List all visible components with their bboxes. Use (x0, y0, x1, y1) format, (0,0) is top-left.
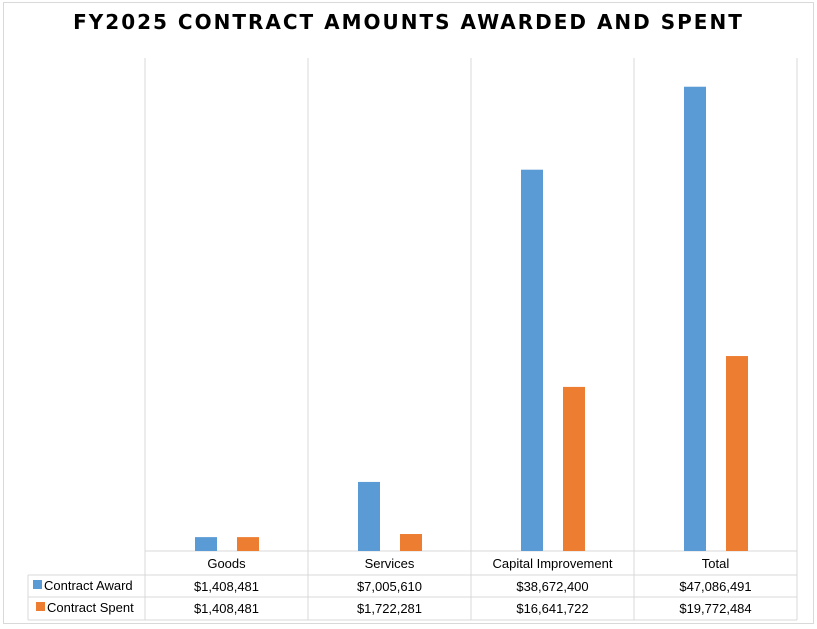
category-label: Total (702, 556, 730, 571)
bar-spent (726, 356, 748, 551)
chart-title: FY2025 CONTRACT AMOUNTS AWARDED AND SPEN… (73, 10, 744, 34)
data-table-cell: $19,772,484 (679, 601, 751, 616)
data-table-cell: $7,005,610 (357, 579, 422, 594)
bar-award (684, 86, 706, 551)
chart-frame (3, 2, 814, 624)
data-table-cell: $1,408,481 (194, 601, 259, 616)
data-table-cell: $16,641,722 (516, 601, 588, 616)
legend-label: Contract Award (44, 578, 133, 593)
data-table-cell: $38,672,400 (516, 579, 588, 594)
legend-label: Contract Spent (47, 600, 134, 615)
category-label: Goods (207, 556, 246, 571)
legend-key (33, 580, 42, 589)
data-table-cell: $47,086,491 (679, 579, 751, 594)
bar-award (195, 537, 217, 551)
data-table-cell: $1,722,281 (357, 601, 422, 616)
data-table-cell: $1,408,481 (194, 579, 259, 594)
bar-award (358, 481, 380, 551)
bar-spent (237, 537, 259, 551)
bar-award (521, 169, 543, 552)
bar-spent (563, 386, 585, 551)
category-label: Services (365, 556, 415, 571)
legend-key (36, 602, 45, 611)
category-label: Capital Improvement (493, 556, 613, 571)
bar-spent (400, 534, 422, 551)
